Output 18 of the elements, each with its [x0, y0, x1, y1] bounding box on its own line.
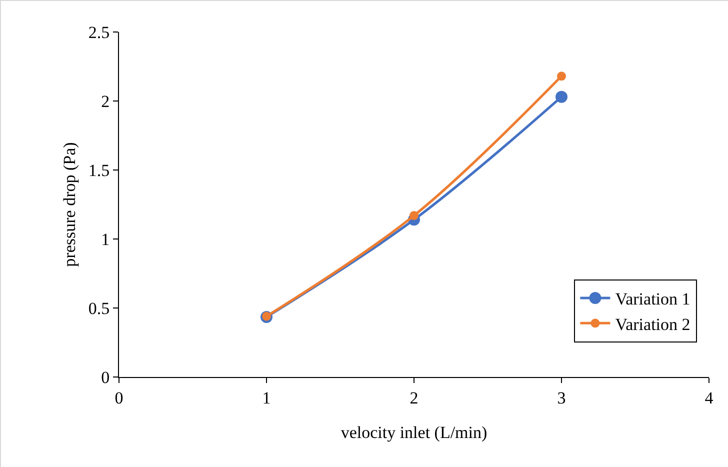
legend-label: Variation 2	[615, 314, 690, 334]
y-tick-label: 1	[101, 230, 110, 249]
x-tick-label: 1	[262, 388, 271, 408]
y-tick-label: 2	[101, 92, 110, 111]
y-tick-label: 0	[101, 368, 110, 387]
point	[557, 72, 566, 81]
y-tick-label: 1.5	[88, 160, 110, 180]
y-tick-label: 0.5	[88, 298, 110, 318]
y-axis-title: pressure drop (Pa)	[60, 142, 79, 267]
x-tick-label: 4	[704, 388, 714, 408]
x-tick-label: 3	[557, 388, 566, 408]
legend-label: Variation 1	[615, 290, 690, 309]
x-axis-title: velocity inlet (L/min)	[340, 423, 488, 442]
y-tick-label: 2.5	[88, 22, 110, 42]
point	[556, 90, 568, 103]
x-tick-label: 0	[114, 388, 124, 408]
point	[410, 211, 418, 220]
x-tick-label: 2	[410, 388, 418, 408]
